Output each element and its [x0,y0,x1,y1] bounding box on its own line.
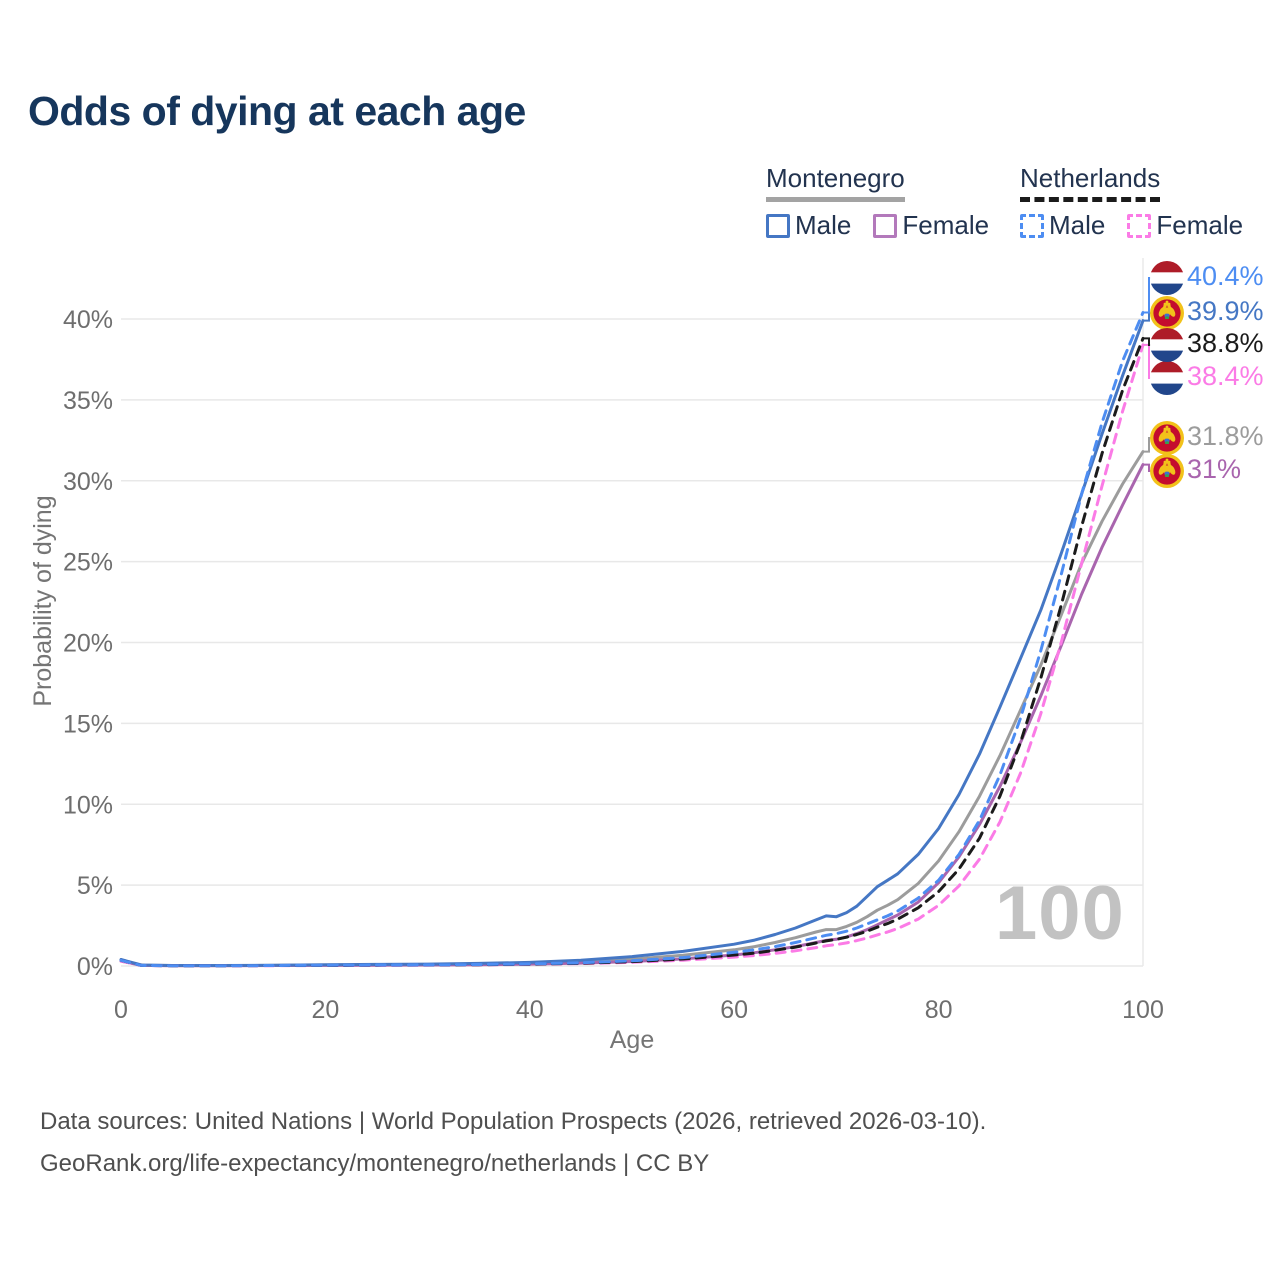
series-end-label-me_male: 39.9% [1187,296,1264,326]
legend-group-netherlands: Netherlands Male Female [1020,163,1243,241]
x-tick-label: 80 [925,996,953,1024]
footer-attribution: GeoRank.org/life-expectancy/montenegro/n… [40,1150,710,1177]
y-tick-label: 25% [63,549,113,577]
legend-item-montenegro-female[interactable]: Female [873,210,989,241]
legend-item-netherlands-male[interactable]: Male [1020,210,1105,241]
y-tick-label: 20% [63,630,113,658]
dashed-female-swatch-icon [1127,213,1152,238]
x-tick-label: 100 [1122,996,1164,1024]
x-tick-label: 60 [720,996,748,1024]
max-age-watermark: 100 [995,871,1125,956]
x-tick-label: 20 [311,996,339,1024]
series-line-nl_male [119,311,1145,968]
y-tick-label: 10% [63,791,113,819]
legend-item-montenegro-male[interactable]: Male [766,210,851,241]
legend-item-netherlands-female[interactable]: Female [1127,210,1243,241]
x-tick-label: 40 [516,996,544,1024]
legend-item-label: Female [1156,210,1244,240]
solid-male-swatch-icon [766,213,790,238]
dashed-male-swatch-icon [1020,213,1044,238]
y-tick-label: 35% [63,387,113,415]
y-tick-label: 0% [77,953,113,981]
y-tick-label: 40% [63,306,113,334]
series-end-label-me_total: 31.8% [1187,421,1264,451]
montenegro-flag-icon [1150,454,1184,488]
netherlands-flag-icon [1150,328,1184,362]
legend-item-label: Female [902,210,990,240]
series-line-me_total [119,450,1145,967]
solid-female-swatch-icon [873,213,898,238]
page-title: Odds of dying at each age [28,88,526,134]
y-axis-title: Probability of dying [29,495,57,707]
series-line-nl_total [119,336,1145,968]
series-end-label-nl_female: 38.4% [1187,361,1264,391]
x-axis-title: Age [609,1026,655,1054]
series-line-me_female [119,463,1145,968]
series-line-nl_female [119,343,1145,968]
y-tick-label: 30% [63,468,113,496]
series-end-label-me_female: 31% [1187,454,1242,484]
netherlands-flag-icon [1150,261,1184,295]
montenegro-flag-icon [1150,421,1184,455]
legend-country-montenegro[interactable]: Montenegro [766,163,905,202]
footer-data-sources: Data sources: United Nations | World Pop… [40,1108,987,1135]
legend-item-label: Male [795,210,852,240]
legend-country-netherlands[interactable]: Netherlands [1020,163,1161,202]
legend-group-montenegro: Montenegro Male Female [766,163,989,241]
y-tick-label: 15% [63,710,113,738]
x-tick-label: 0 [114,996,128,1024]
montenegro-flag-icon [1150,296,1184,330]
series-end-label-nl_total: 38.8% [1187,328,1264,358]
legend-item-label: Male [1049,210,1106,240]
netherlands-flag-icon [1150,361,1184,395]
y-tick-label: 5% [77,872,113,900]
series-end-label-nl_male: 40.4% [1187,261,1264,291]
